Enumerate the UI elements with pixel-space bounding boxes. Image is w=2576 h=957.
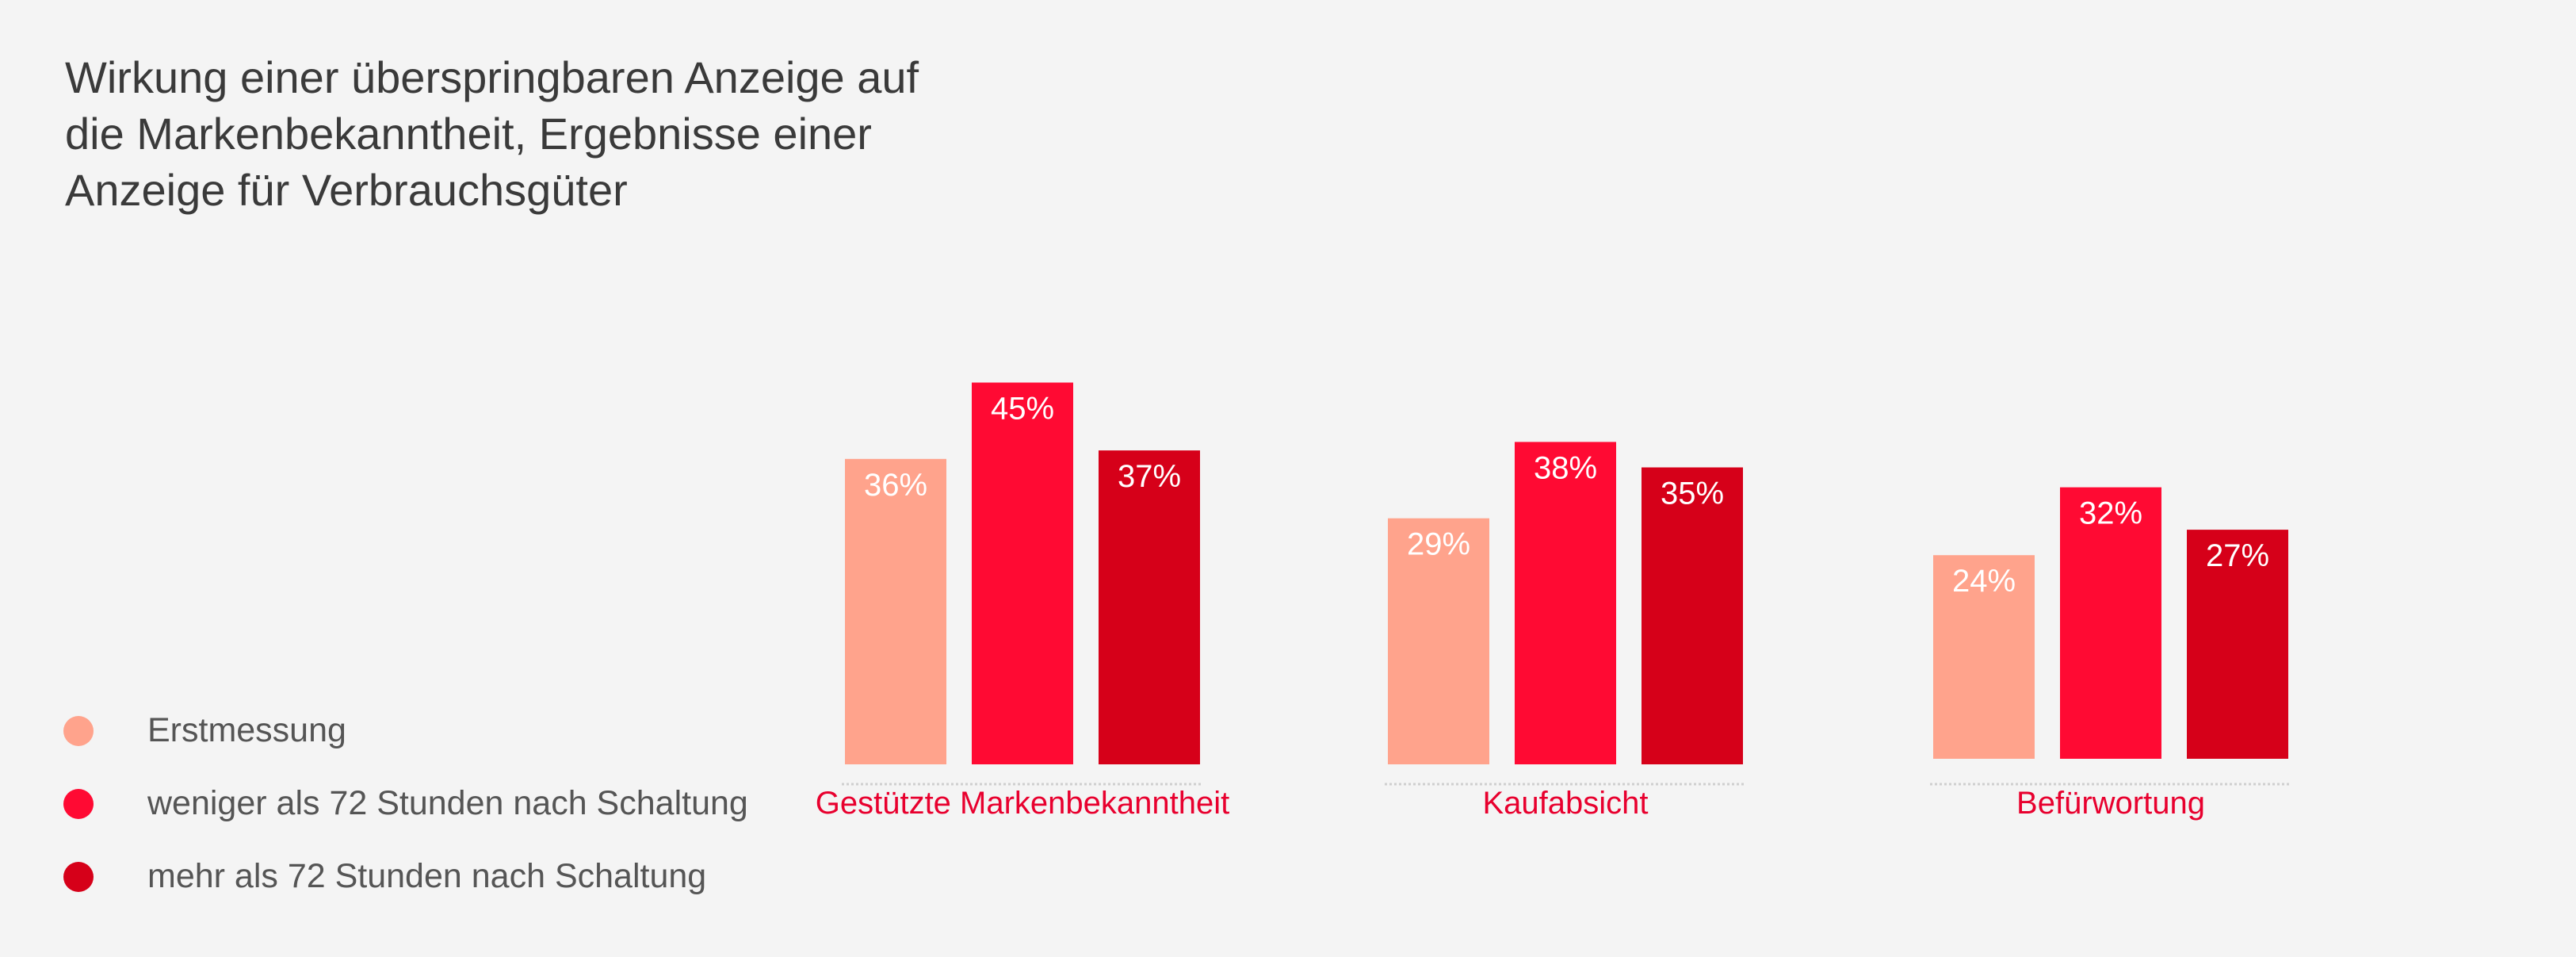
bar — [1515, 442, 1616, 764]
legend-label: Erstmessung — [147, 711, 346, 749]
bar-value-label: 24% — [1952, 564, 2016, 599]
bar-value-label: 38% — [1534, 450, 1597, 485]
bar — [1933, 555, 2035, 759]
bar-value-label: 45% — [991, 392, 1054, 427]
bar-value-label: 32% — [2079, 496, 2142, 531]
bar — [2187, 530, 2288, 759]
category-label: Kaufabsicht — [1482, 786, 1648, 821]
bar — [972, 382, 1073, 764]
bar-value-label: 27% — [2206, 538, 2269, 573]
bar-value-label: 36% — [864, 468, 927, 503]
bar — [1099, 450, 1200, 764]
chart-title-line: Anzeige für Verbrauchsgüter — [65, 165, 628, 215]
category-label: Befürwortung — [2016, 786, 2205, 821]
legend-label: weniger als 72 Stunden nach Schaltung — [147, 784, 748, 822]
chart-title-line: die Markenbekanntheit, Ergebnisse einer — [65, 109, 872, 159]
legend-swatch — [63, 716, 94, 746]
bar — [1388, 518, 1489, 764]
bar-value-label: 29% — [1407, 527, 1470, 562]
bar-value-label: 35% — [1661, 477, 1724, 511]
legend-swatch — [63, 789, 94, 819]
bar — [2060, 487, 2161, 759]
legend-label: mehr als 72 Stunden nach Schaltung — [147, 857, 707, 895]
bar — [845, 458, 946, 764]
category-label: Gestützte Markenbekanntheit — [816, 786, 1230, 821]
bar — [1642, 467, 1743, 764]
chart-title-line: Wirkung einer überspringbaren Anzeige au… — [65, 52, 919, 102]
legend-swatch — [63, 862, 94, 892]
chart-title: Wirkung einer überspringbaren Anzeige au… — [65, 49, 1016, 218]
bar-value-label: 37% — [1118, 459, 1181, 494]
